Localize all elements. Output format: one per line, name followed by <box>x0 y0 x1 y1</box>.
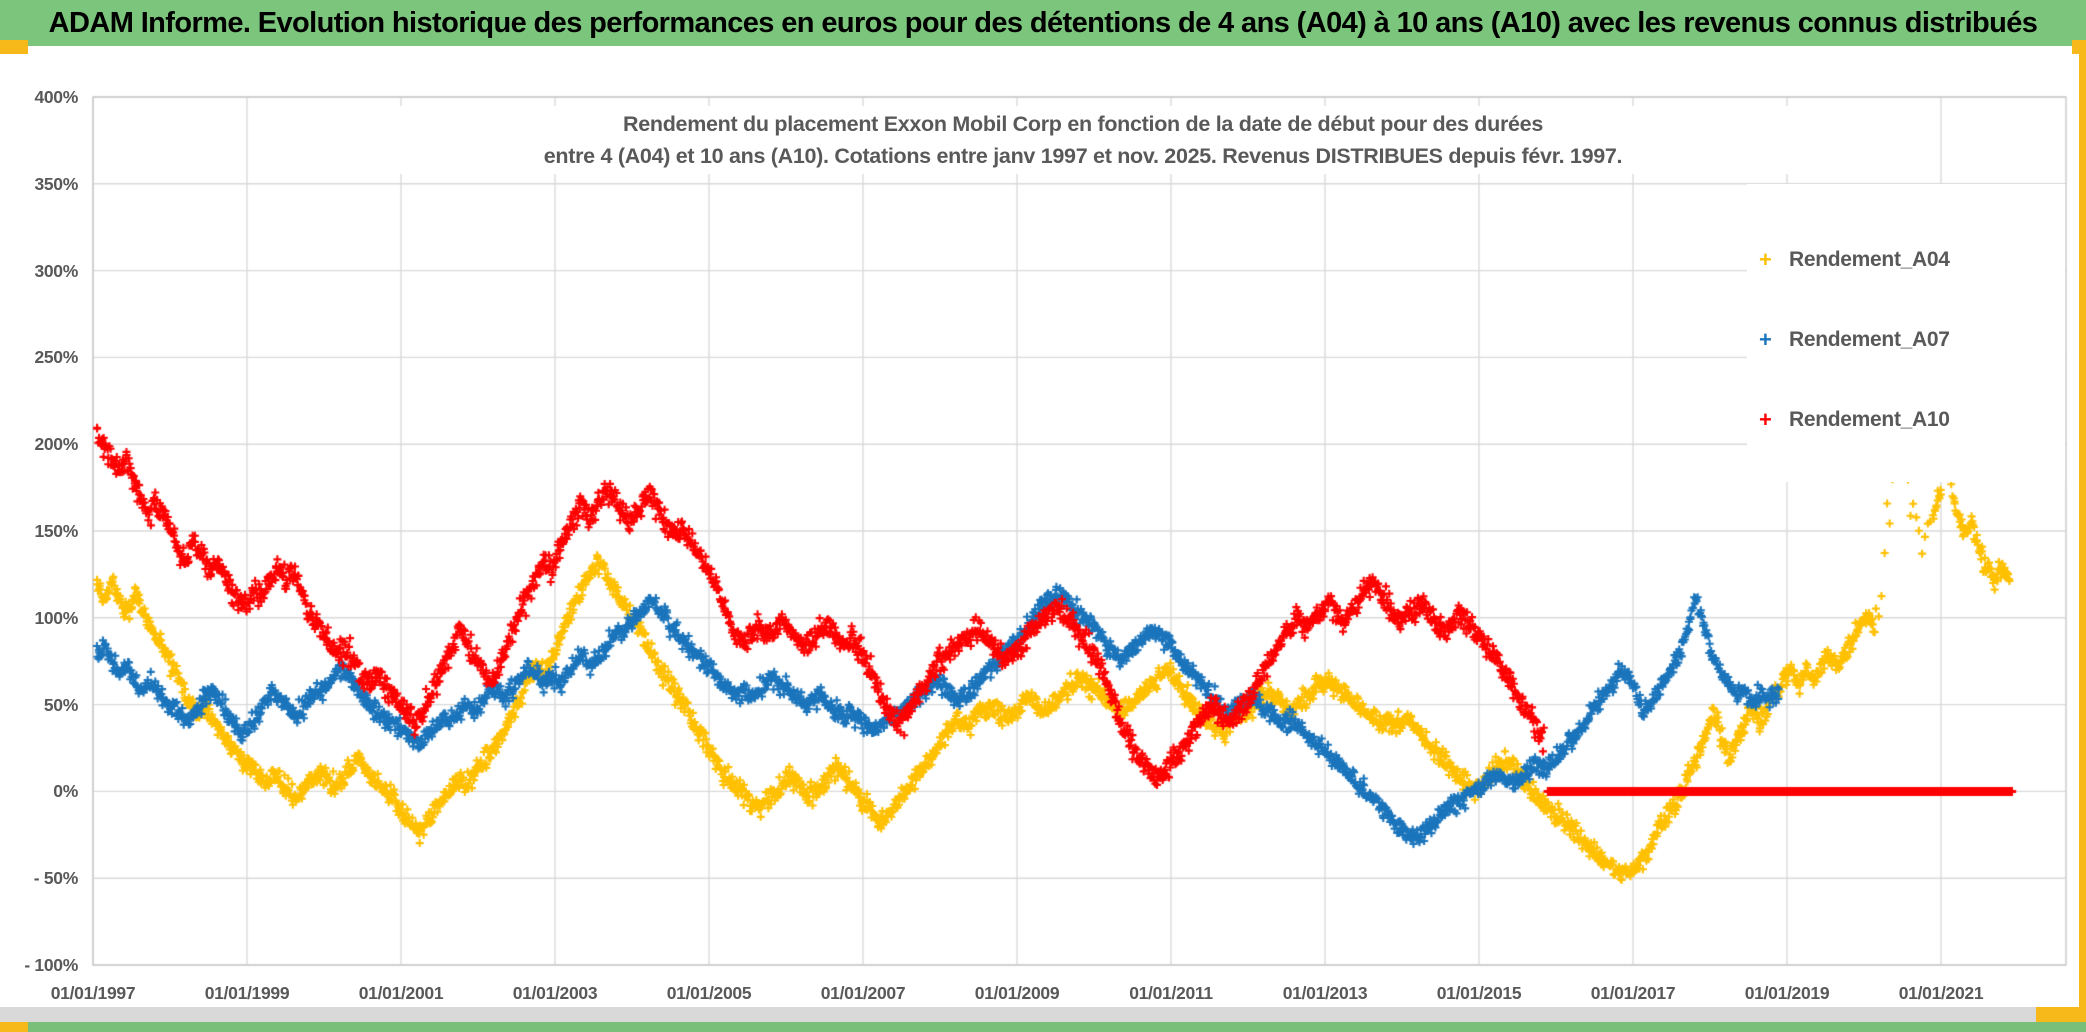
y-tick-label: - 50% <box>33 868 79 889</box>
gold-accent-top-right <box>2072 40 2086 54</box>
bottom-green-bar <box>0 1022 2086 1032</box>
gold-accent-right-border <box>2079 54 2086 1022</box>
legend-plus-marker-icon: + <box>1759 327 1772 352</box>
x-tick-label: 01/01/2007 <box>820 983 906 1003</box>
legend-item-rendement_a07[interactable]: + Rendement_A07 <box>1759 322 1950 358</box>
x-tick-label: 01/01/2013 <box>1282 983 1368 1003</box>
x-tick-label: 01/01/1999 <box>204 983 290 1003</box>
chart-legend[interactable]: + Rendement_A04 + Rendement_A07 + Rendement_A… <box>1747 184 2065 482</box>
x-tick-label: 01/01/2011 <box>1129 983 1213 1003</box>
legend-item-rendement_a10[interactable]: + Rendement_A10 <box>1759 402 1950 438</box>
legend-label: Rendement_A04 <box>1789 248 1950 271</box>
y-tick-label: 100% <box>34 607 78 628</box>
y-tick-label: 50% <box>43 694 78 715</box>
y-tick-label: 200% <box>34 434 78 455</box>
x-tick-label: 01/01/2005 <box>666 983 752 1003</box>
legend-plus-marker-icon: + <box>1759 247 1772 272</box>
x-tick-label: 01/01/2015 <box>1436 983 1522 1003</box>
y-tick-label: 250% <box>34 347 78 368</box>
y-tick-label: 300% <box>34 260 78 281</box>
y-tick-label: 400% <box>34 87 78 107</box>
chart-object[interactable]: Rendement du placement Exxon Mobil Corp … <box>0 46 2086 1007</box>
x-tick-label: 01/01/2001 <box>358 983 444 1003</box>
bottom-gray-strip <box>0 1007 2086 1022</box>
chart-title-line-1: Rendement du placement Exxon Mobil Corp … <box>622 112 1544 136</box>
x-tick-label: 01/01/1997 <box>50 983 136 1003</box>
legend-label: Rendement_A10 <box>1789 408 1950 431</box>
y-tick-label: 350% <box>34 173 78 194</box>
x-tick-label: 01/01/2019 <box>1744 983 1830 1003</box>
legend-label: Rendement_A07 <box>1789 328 1950 351</box>
legend-item-rendement_a04[interactable]: + Rendement_A04 <box>1759 242 1950 278</box>
y-tick-label: 0% <box>53 781 78 802</box>
x-tick-label: 01/01/2017 <box>1590 983 1676 1003</box>
legend-plus-marker-icon: + <box>1759 407 1772 432</box>
chart-title: Rendement du placement Exxon Mobil Corp … <box>303 106 1863 174</box>
header-title-bar: ADAM Informe. Evolution historique des p… <box>0 0 2086 46</box>
gold-accent-bottom-left <box>0 1022 28 1032</box>
y-tick-label: 150% <box>34 521 78 541</box>
x-tick-label: 01/01/2021 <box>1898 983 1984 1003</box>
gold-accent-bottom-right <box>2036 1007 2086 1022</box>
x-tick-label: 01/01/2003 <box>512 983 598 1003</box>
gold-accent-top-left <box>0 40 28 54</box>
y-tick-label: - 100% <box>24 955 78 975</box>
x-tick-label: 01/01/2009 <box>974 983 1060 1003</box>
header-title: ADAM Informe. Evolution historique des p… <box>48 6 2038 39</box>
chart-title-line-2: entre 4 (A04) et 10 ans (A10). Cotations… <box>543 144 1623 168</box>
scatter-plot-canvas <box>0 46 2086 1007</box>
